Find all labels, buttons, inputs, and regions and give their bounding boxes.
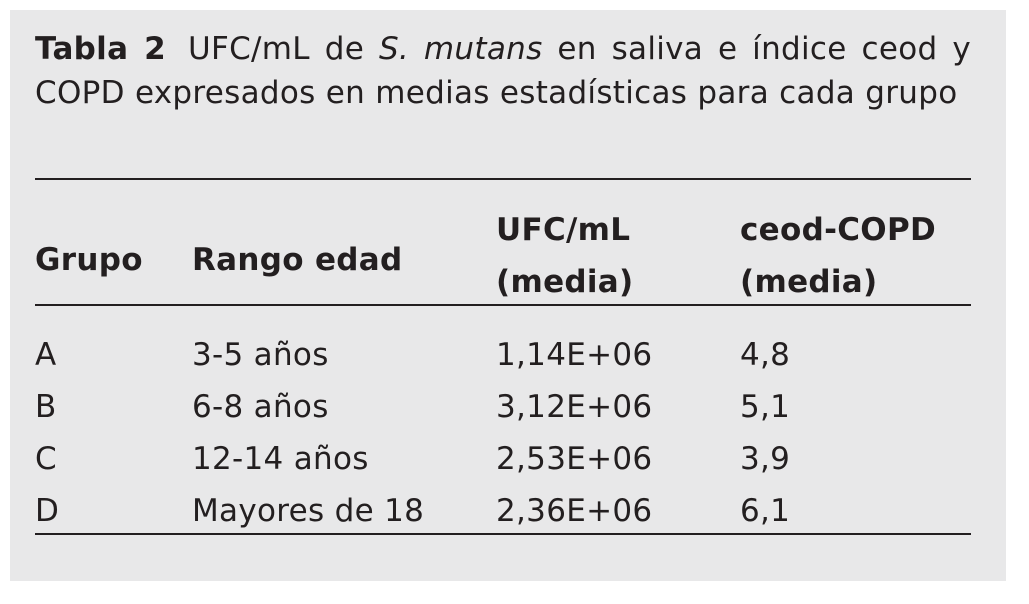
header-rango-edad: Rango edad [192, 242, 403, 278]
cell-rango-b: 6-8 años [192, 389, 329, 425]
table-top-rule [35, 178, 971, 180]
cell-ufc-c: 2,53E+06 [496, 441, 653, 477]
caption-text-after: en saliva e índice ceod y COPD expresado… [35, 31, 971, 111]
header-ufc-line1: UFC/mL [496, 212, 631, 248]
caption-species: S. mutans [378, 31, 543, 67]
cell-rango-d: Mayores de 18 [192, 493, 425, 529]
cell-ceod-a: 4,8 [740, 337, 791, 373]
cell-ceod-b: 5,1 [740, 389, 791, 425]
table-panel [10, 10, 1006, 581]
cell-ufc-d: 2,36E+06 [496, 493, 653, 529]
header-grupo: Grupo [35, 242, 143, 278]
cell-rango-c: 12-14 años [192, 441, 369, 477]
caption-text-before: UFC/mL de [187, 31, 379, 67]
header-ceod-line2: (media) [740, 264, 878, 300]
caption-label: Tabla 2 [35, 31, 166, 67]
table-header-rule [35, 304, 971, 306]
cell-ceod-c: 3,9 [740, 441, 791, 477]
cell-grupo-a: A [35, 337, 57, 373]
cell-ceod-d: 6,1 [740, 493, 791, 529]
cell-ufc-a: 1,14E+06 [496, 337, 653, 373]
header-ufc-line2: (media) [496, 264, 634, 300]
table-caption: Tabla 2 UFC/mL de S. mutans en saliva e í… [35, 27, 971, 115]
header-ceod-line1: ceod-COPD [740, 212, 937, 248]
cell-ufc-b: 3,12E+06 [496, 389, 653, 425]
table-bottom-rule [35, 533, 971, 535]
cell-grupo-d: D [35, 493, 60, 529]
cell-rango-a: 3-5 años [192, 337, 329, 373]
cell-grupo-c: C [35, 441, 57, 477]
cell-grupo-b: B [35, 389, 57, 425]
